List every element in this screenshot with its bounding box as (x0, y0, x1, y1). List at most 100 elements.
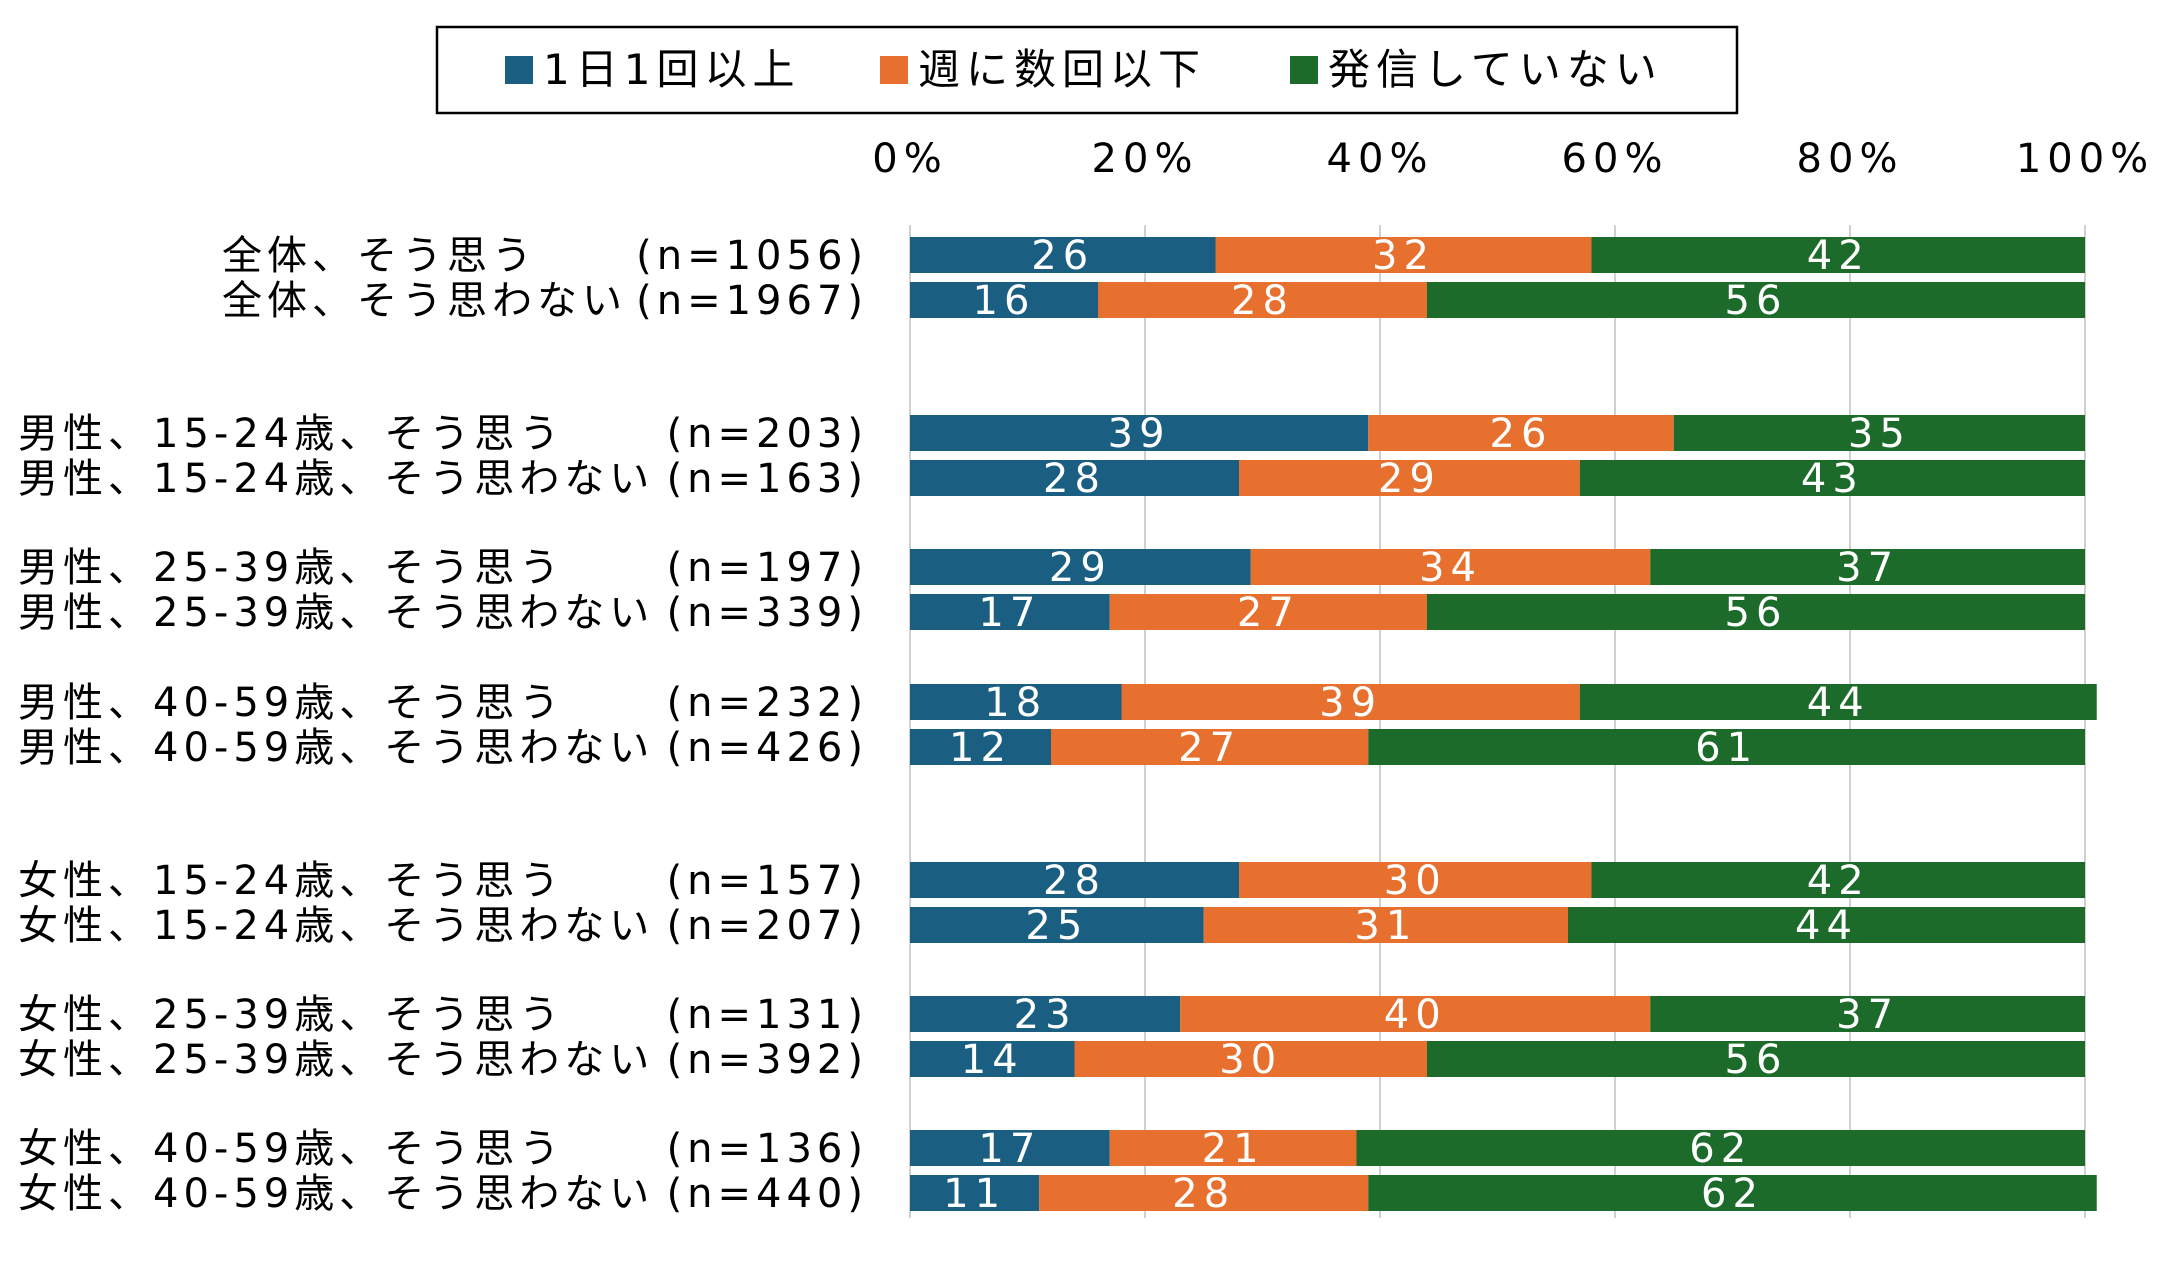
category-label: 男性、15-24歳、そう思わない (18, 456, 654, 502)
data-label: 21 (1202, 1126, 1265, 1172)
bar-segment (910, 282, 1098, 318)
bar-segment (1250, 549, 1651, 585)
data-label: 17 (978, 1126, 1041, 1172)
data-label: 37 (1836, 992, 1899, 1038)
category-label: 女性、25-39歳、そう思う (18, 992, 564, 1038)
sample-size-label: (n=207) (667, 903, 868, 949)
bar-segment (1356, 1130, 2085, 1166)
legend-swatch (1290, 56, 1318, 84)
x-tick-label: 0% (872, 136, 947, 182)
data-label: 35 (1848, 411, 1911, 457)
bar-segment (1109, 1130, 1357, 1166)
bar-segment (1368, 1175, 2097, 1211)
data-label: 28 (1043, 858, 1106, 904)
sample-size-label: (n=197) (667, 545, 868, 591)
category-label: 女性、15-24歳、そう思わない (18, 903, 654, 949)
legend-label: 1日1回以上 (543, 45, 800, 94)
data-label: 28 (1231, 278, 1294, 324)
bar-segment (910, 549, 1251, 585)
data-label: 42 (1807, 858, 1870, 904)
data-label: 56 (1725, 590, 1788, 636)
category-label: 男性、25-39歳、そう思わない (18, 590, 654, 636)
data-label: 44 (1807, 680, 1870, 726)
data-label: 25 (1025, 903, 1088, 949)
category-label: 女性、15-24歳、そう思う (18, 858, 564, 904)
data-label: 61 (1695, 725, 1758, 771)
legend: 1日1回以上 週に数回以下 発信していない (435, 25, 1739, 115)
data-label: 26 (1490, 411, 1553, 457)
data-label: 18 (984, 680, 1047, 726)
legend-label: 発信していない (1328, 45, 1663, 94)
bar-segment (1591, 862, 2085, 898)
legend-box (435, 25, 1739, 115)
data-label: 28 (1043, 456, 1106, 502)
data-label: 29 (1378, 456, 1441, 502)
data-label: 39 (1108, 411, 1171, 457)
data-label: 56 (1725, 1037, 1788, 1083)
bar-segment (1650, 549, 2085, 585)
sample-size-label: (n=440) (667, 1171, 868, 1217)
bar-segment (1673, 415, 2085, 451)
sample-size-label: (n=203) (667, 411, 868, 457)
bar-segment (1568, 907, 2085, 943)
data-label: 28 (1172, 1171, 1235, 1217)
sample-size-label: (n=157) (667, 858, 868, 904)
data-label: 32 (1372, 233, 1435, 279)
category-label: 男性、40-59歳、そう思わない (18, 725, 654, 771)
category-label: 女性、25-39歳、そう思わない (18, 1037, 654, 1083)
data-label: 62 (1701, 1171, 1764, 1217)
category-label: 男性、15-24歳、そう思う (18, 411, 564, 457)
x-tick-label: 100% (2016, 136, 2154, 182)
sample-size-label: (n=136) (667, 1126, 868, 1172)
x-tick-label: 20% (1092, 136, 1199, 182)
bar-segment (910, 1130, 1110, 1166)
category-label: 男性、25-39歳、そう思う (18, 545, 564, 591)
data-label: 26 (1031, 233, 1094, 279)
category-label: 女性、40-59歳、そう思わない (18, 1171, 654, 1217)
data-label: 30 (1384, 858, 1447, 904)
legend-label: 週に数回以下 (918, 45, 1206, 94)
sample-size-label: (n=339) (667, 590, 868, 636)
data-label: 16 (973, 278, 1036, 324)
bar-segment (1427, 1041, 2085, 1077)
data-label: 44 (1795, 903, 1858, 949)
data-label: 27 (1237, 590, 1300, 636)
bar-segment (910, 237, 1216, 273)
data-label: 27 (1178, 725, 1241, 771)
data-label: 37 (1836, 545, 1899, 591)
bar-segment (910, 907, 1204, 943)
x-tick-label: 80% (1797, 136, 1904, 182)
bar-segment (1650, 996, 2085, 1032)
sample-size-label: (n=392) (667, 1037, 868, 1083)
bar-segment (1239, 460, 1580, 496)
bar-segment (1427, 594, 2085, 630)
bar-segment (1051, 729, 1369, 765)
data-label: 31 (1354, 903, 1417, 949)
bar-segment (1098, 282, 1427, 318)
bar-segment (1239, 862, 1592, 898)
sample-size-label: (n=1056) (636, 233, 868, 279)
sample-size-label: (n=1967) (636, 278, 868, 324)
sample-size-label: (n=426) (667, 725, 868, 771)
bars (910, 237, 2097, 1211)
bar-segment (1579, 460, 2085, 496)
bar-segment (1427, 282, 2085, 318)
category-label: 女性、40-59歳、そう思う (18, 1126, 564, 1172)
bar-segment (1579, 684, 2097, 720)
bar-segment (910, 996, 1181, 1032)
category-label: 男性、40-59歳、そう思う (18, 680, 564, 726)
legend-swatch (505, 56, 533, 84)
bar-segment (1368, 415, 1674, 451)
data-label: 14 (961, 1037, 1024, 1083)
bar-segment (1121, 684, 1580, 720)
data-label: 62 (1689, 1126, 1752, 1172)
bar-segment (1039, 1175, 1369, 1211)
category-label: 全体、そう思う (222, 233, 537, 279)
sample-size-label: (n=163) (667, 456, 868, 502)
bar-segment (1215, 237, 1592, 273)
data-label: 56 (1725, 278, 1788, 324)
sample-size-label: (n=232) (667, 680, 868, 726)
data-label: 23 (1014, 992, 1077, 1038)
data-label: 39 (1319, 680, 1382, 726)
